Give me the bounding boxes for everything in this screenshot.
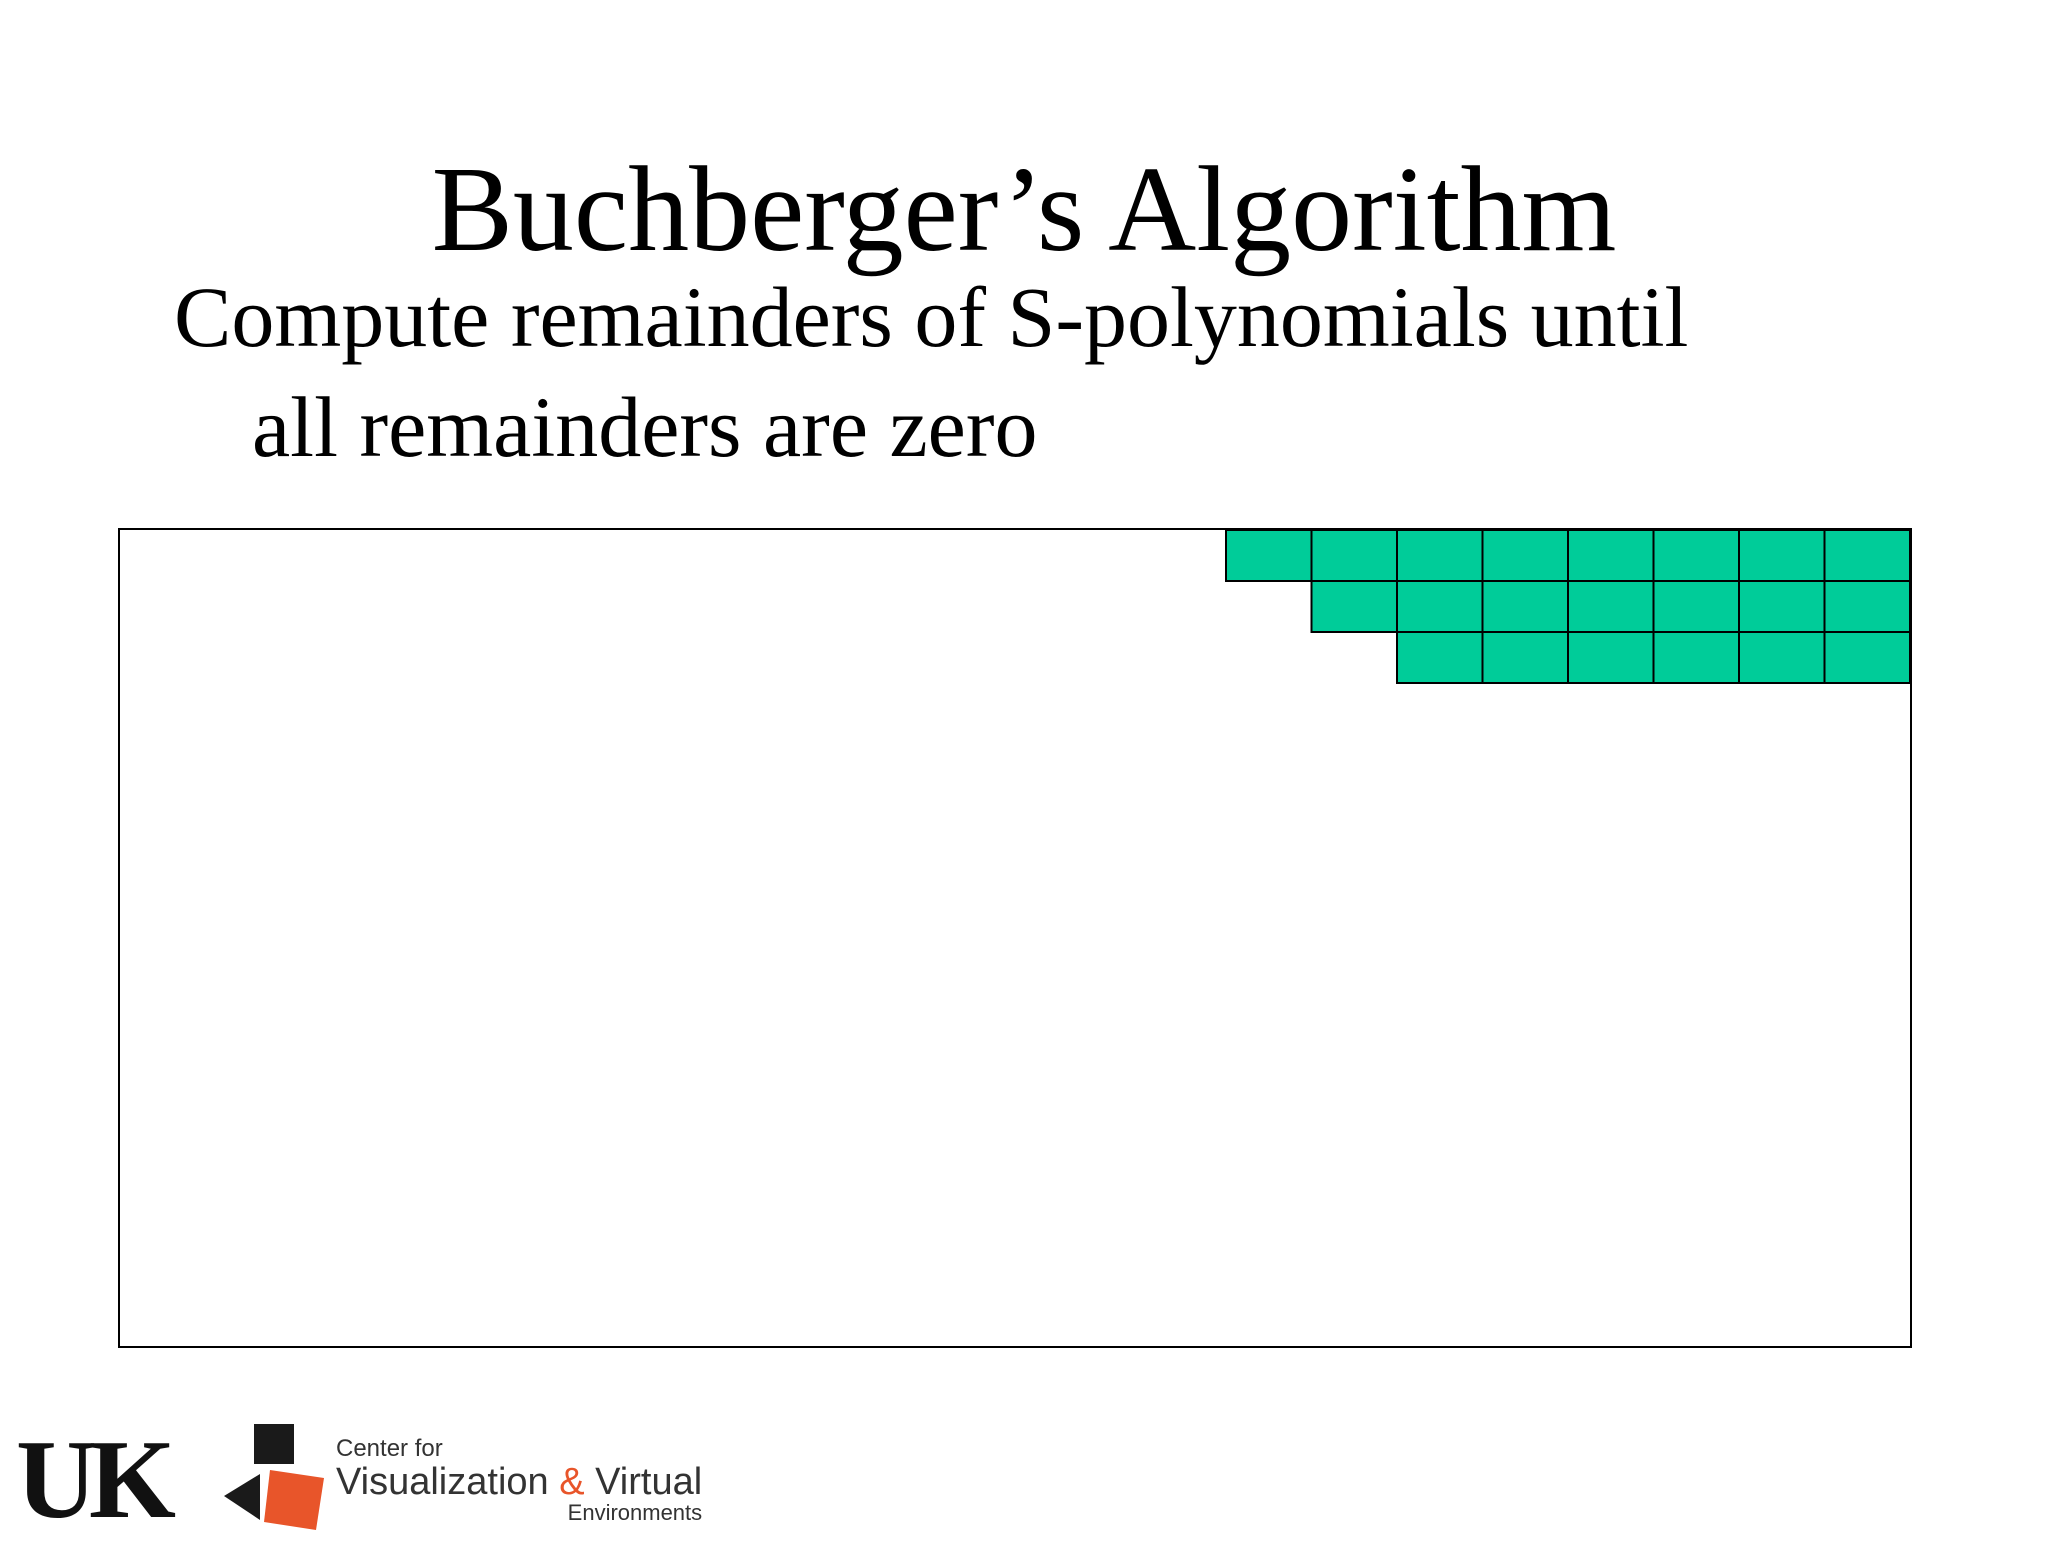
matrix-cell xyxy=(1567,530,1655,582)
matrix-cell xyxy=(1396,631,1484,684)
matrix-cell xyxy=(1481,530,1569,582)
matrix-cell xyxy=(1738,580,1826,633)
matrix-cell xyxy=(1738,530,1826,582)
cvve-line-3: Environments xyxy=(567,1500,703,1525)
cvve-line-1: Center for xyxy=(336,1435,443,1462)
matrix-cell xyxy=(1652,631,1740,684)
cvve-line-2: Visualization & Virtual xyxy=(336,1462,702,1502)
slide-title: Buchberger’s Algorithm xyxy=(431,142,1617,277)
matrix-frame xyxy=(118,528,1912,1348)
matrix-cell xyxy=(1310,580,1398,633)
cvve-visualization: Visualization xyxy=(336,1461,560,1503)
matrix-cell xyxy=(1396,580,1484,633)
matrix-cell xyxy=(1481,631,1569,684)
uk-logo: UK xyxy=(16,1418,176,1542)
staircase-matrix xyxy=(1225,530,1910,684)
matrix-cell xyxy=(1823,631,1910,684)
cvve-logo-mark xyxy=(224,1424,324,1530)
matrix-cell xyxy=(1738,631,1826,684)
matrix-cell xyxy=(1567,580,1655,633)
cvve-wordmark: Center for Visualization & Virtual Envir… xyxy=(336,1436,702,1524)
footer-logos: UK Center for Visualization & Virtual En… xyxy=(0,1400,760,1536)
matrix-cell xyxy=(1567,631,1655,684)
cvve-dark-square xyxy=(254,1424,294,1464)
cvve-ampersand: & xyxy=(559,1461,585,1503)
matrix-cell xyxy=(1823,580,1910,633)
bullet-line-1: Compute remainders of S-polynomials unti… xyxy=(174,269,1689,365)
bullet-line-2: all remainders are zero xyxy=(252,379,1038,475)
matrix-cell xyxy=(1652,580,1740,633)
matrix-cell xyxy=(1823,530,1910,582)
matrix-cell xyxy=(1396,530,1484,582)
matrix-cell xyxy=(1310,530,1398,582)
matrix-cell xyxy=(1481,580,1569,633)
matrix-cell xyxy=(1225,530,1313,582)
cvve-dark-triangle xyxy=(224,1474,260,1520)
cvve-virtual: Virtual xyxy=(584,1461,703,1503)
matrix-cell xyxy=(1652,530,1740,582)
cvve-orange-square xyxy=(264,1470,324,1530)
bullet-text: Compute remainders of S-polynomials unti… xyxy=(174,262,1874,482)
